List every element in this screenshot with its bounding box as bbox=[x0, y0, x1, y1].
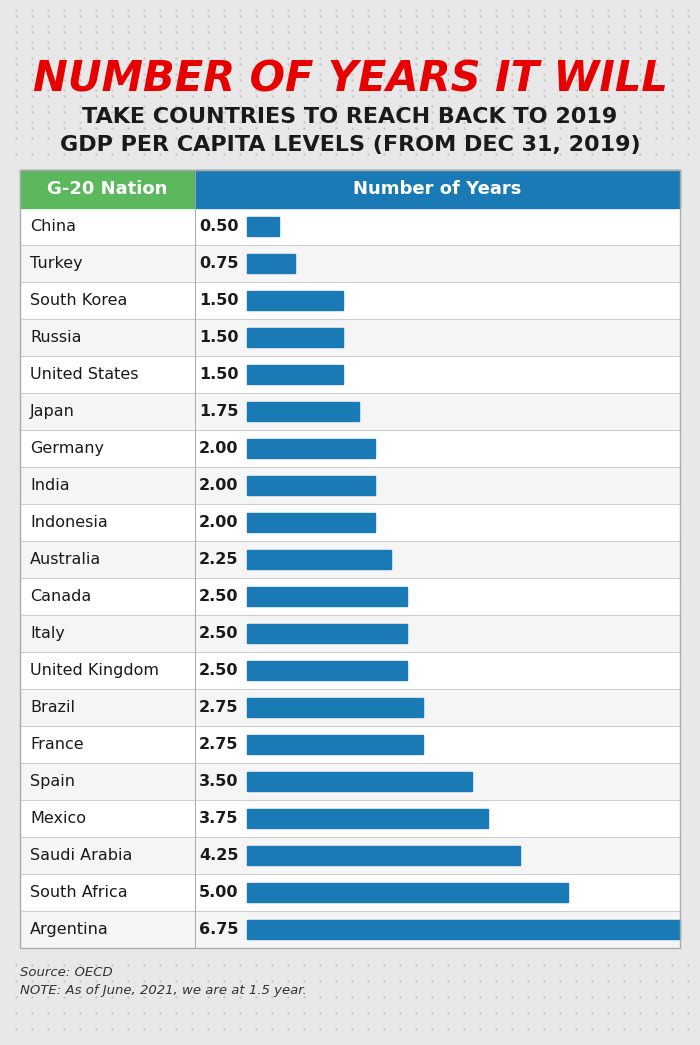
Bar bbox=[20, 282, 680, 319]
Bar bbox=[247, 920, 680, 939]
Text: NOTE: As of June, 2021, we are at 1.5 year.: NOTE: As of June, 2021, we are at 1.5 ye… bbox=[20, 984, 307, 997]
Text: Argentina: Argentina bbox=[30, 922, 108, 937]
Text: Russia: Russia bbox=[30, 330, 81, 345]
Bar bbox=[20, 429, 680, 467]
Text: Australia: Australia bbox=[30, 552, 101, 567]
Bar bbox=[20, 319, 680, 356]
Bar bbox=[247, 845, 519, 865]
Bar bbox=[20, 578, 680, 616]
Bar bbox=[247, 439, 375, 458]
Text: Saudi Arabia: Saudi Arabia bbox=[30, 847, 132, 863]
Bar bbox=[247, 883, 568, 902]
Bar bbox=[195, 170, 680, 208]
Text: South Africa: South Africa bbox=[30, 885, 127, 900]
Bar bbox=[247, 772, 472, 791]
Text: Japan: Japan bbox=[30, 404, 75, 419]
Bar bbox=[20, 800, 680, 837]
Text: Mexico: Mexico bbox=[30, 811, 86, 826]
Bar bbox=[20, 541, 680, 578]
Bar bbox=[247, 291, 343, 310]
Text: 5.00: 5.00 bbox=[199, 885, 239, 900]
Text: GDP PER CAPITA LEVELS (FROM DEC 31, 2019): GDP PER CAPITA LEVELS (FROM DEC 31, 2019… bbox=[60, 135, 640, 155]
Bar bbox=[20, 208, 680, 245]
Text: 0.75: 0.75 bbox=[199, 256, 239, 271]
Text: 0.50: 0.50 bbox=[199, 219, 239, 234]
Text: France: France bbox=[30, 737, 83, 752]
Text: Brazil: Brazil bbox=[30, 700, 75, 715]
Bar bbox=[20, 467, 680, 504]
Bar bbox=[20, 837, 680, 874]
Bar bbox=[247, 698, 424, 717]
Text: TAKE COUNTRIES TO REACH BACK TO 2019: TAKE COUNTRIES TO REACH BACK TO 2019 bbox=[83, 107, 617, 127]
Bar bbox=[20, 504, 680, 541]
Text: 1.50: 1.50 bbox=[199, 293, 239, 308]
Text: 3.50: 3.50 bbox=[199, 774, 239, 789]
Text: 2.50: 2.50 bbox=[199, 589, 239, 604]
Text: 1.75: 1.75 bbox=[199, 404, 239, 419]
Text: 1.50: 1.50 bbox=[199, 330, 239, 345]
Text: 2.50: 2.50 bbox=[199, 663, 239, 678]
Bar bbox=[20, 874, 680, 911]
Text: 2.50: 2.50 bbox=[199, 626, 239, 641]
Bar bbox=[20, 393, 680, 429]
Bar bbox=[20, 689, 680, 726]
Bar bbox=[247, 254, 295, 273]
Bar bbox=[247, 550, 391, 570]
Text: India: India bbox=[30, 478, 69, 493]
Bar bbox=[247, 513, 375, 532]
Text: China: China bbox=[30, 219, 76, 234]
Text: 2.00: 2.00 bbox=[199, 478, 239, 493]
Bar bbox=[247, 328, 343, 347]
Bar bbox=[20, 170, 680, 948]
Text: United Kingdom: United Kingdom bbox=[30, 663, 159, 678]
Text: Italy: Italy bbox=[30, 626, 65, 641]
Bar bbox=[247, 587, 407, 606]
Bar bbox=[20, 245, 680, 282]
Text: 2.75: 2.75 bbox=[199, 700, 239, 715]
Bar bbox=[20, 911, 680, 948]
Text: NUMBER OF YEARS IT WILL: NUMBER OF YEARS IT WILL bbox=[33, 59, 667, 101]
Text: Indonesia: Indonesia bbox=[30, 515, 108, 530]
Bar bbox=[247, 365, 343, 385]
Text: Germany: Germany bbox=[30, 441, 104, 456]
Text: 3.75: 3.75 bbox=[199, 811, 239, 826]
Text: 2.00: 2.00 bbox=[199, 515, 239, 530]
Text: 1.50: 1.50 bbox=[199, 367, 239, 382]
Bar bbox=[20, 763, 680, 800]
Text: 2.75: 2.75 bbox=[199, 737, 239, 752]
Text: 4.25: 4.25 bbox=[199, 847, 239, 863]
Text: Number of Years: Number of Years bbox=[354, 180, 522, 198]
Text: 2.25: 2.25 bbox=[199, 552, 239, 567]
Text: Spain: Spain bbox=[30, 774, 75, 789]
Text: Canada: Canada bbox=[30, 589, 91, 604]
Bar bbox=[247, 809, 488, 828]
Text: G-20 Nation: G-20 Nation bbox=[48, 180, 168, 198]
Text: Source: OECD: Source: OECD bbox=[20, 966, 113, 979]
Text: South Korea: South Korea bbox=[30, 293, 127, 308]
Bar bbox=[247, 475, 375, 495]
Bar bbox=[20, 652, 680, 689]
Bar bbox=[20, 616, 680, 652]
Bar bbox=[247, 660, 407, 680]
Text: Turkey: Turkey bbox=[30, 256, 83, 271]
Bar bbox=[20, 356, 680, 393]
Text: 2.00: 2.00 bbox=[199, 441, 239, 456]
Bar bbox=[247, 402, 359, 421]
Bar bbox=[247, 217, 279, 236]
Text: United States: United States bbox=[30, 367, 139, 382]
Text: 6.75: 6.75 bbox=[199, 922, 239, 937]
Bar bbox=[20, 170, 195, 208]
Bar bbox=[247, 624, 407, 643]
Bar bbox=[20, 726, 680, 763]
Bar bbox=[247, 735, 424, 754]
